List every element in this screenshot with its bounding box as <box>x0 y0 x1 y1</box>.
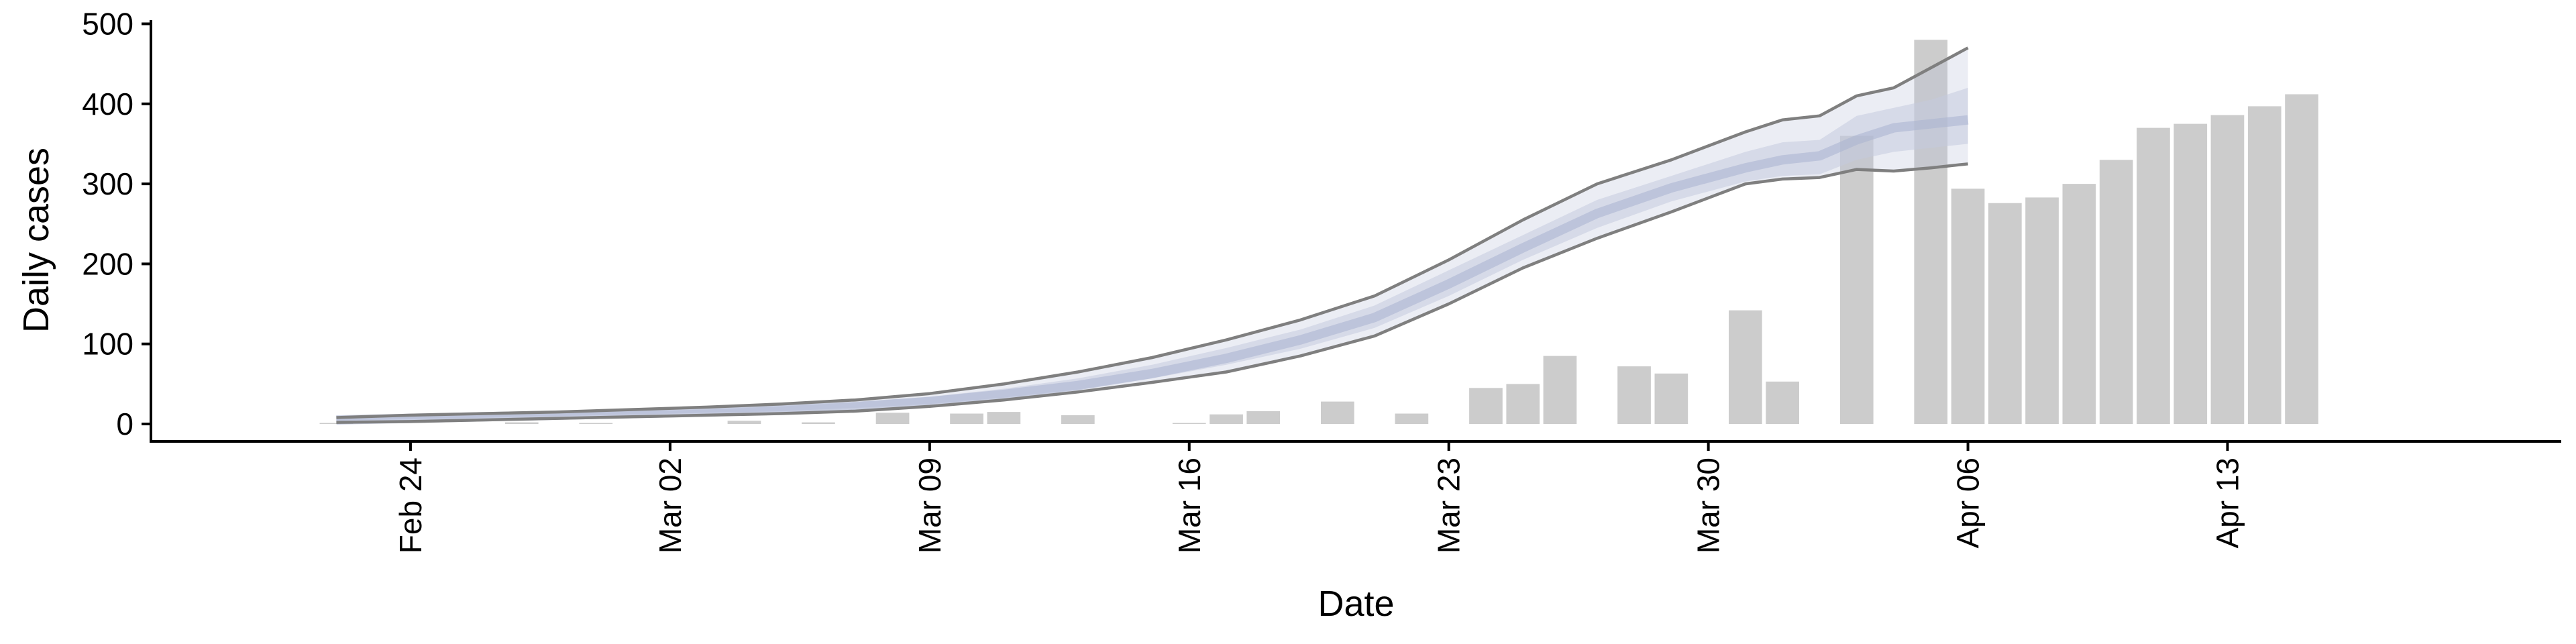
bar <box>2137 127 2170 424</box>
y-tick-label: 100 <box>82 327 133 362</box>
bar <box>504 422 539 424</box>
bar <box>2174 123 2208 424</box>
bar <box>1839 136 1874 424</box>
y-tick-label: 300 <box>82 166 133 201</box>
x-tick-label: Mar 30 <box>1691 458 1726 553</box>
bar <box>1246 411 1281 424</box>
y-tick-label: 0 <box>116 407 133 441</box>
x-axis-title: Date <box>1318 584 1394 624</box>
y-tick-label: 500 <box>82 7 133 42</box>
x-tick-label: Mar 02 <box>653 458 688 553</box>
bar <box>727 421 761 424</box>
bar <box>1469 388 1503 424</box>
estimate-lower-line <box>336 162 1968 424</box>
bar <box>1543 356 1577 424</box>
bar <box>2062 184 2096 424</box>
bar <box>1321 401 1354 424</box>
bar <box>950 413 983 424</box>
bar <box>1766 381 1799 424</box>
bar <box>1506 384 1540 425</box>
bar <box>1951 189 1985 424</box>
x-tick-label: Apr 13 <box>2210 458 2245 549</box>
bar <box>579 423 613 424</box>
bar <box>875 413 910 424</box>
bar <box>987 412 1021 424</box>
bar <box>1988 203 2022 424</box>
bar <box>2099 160 2133 425</box>
bar <box>1654 373 1688 424</box>
y-tick-label: 400 <box>82 87 133 121</box>
y-axis-title: Daily cases <box>16 148 56 333</box>
bar <box>2247 106 2282 424</box>
bar <box>1172 423 1206 424</box>
y-tick-label: 200 <box>82 246 133 281</box>
estimate-band-layer <box>336 46 1969 425</box>
x-tick-label: Feb 24 <box>393 458 428 553</box>
bar <box>2210 115 2245 424</box>
x-tick-label: Apr 06 <box>1951 458 1986 549</box>
estimate-median-line <box>336 115 1969 425</box>
bar <box>2025 197 2059 424</box>
axes-layer: 0 100 200 300 400 500 Feb 24 Mar 02 Mar 09 Mar 16… <box>82 7 2561 553</box>
x-tick-label: Mar 16 <box>1172 458 1207 553</box>
estimate-upper-line <box>336 46 1969 419</box>
bar <box>319 423 354 424</box>
bar <box>1395 413 1429 424</box>
x-tick-label: Mar 09 <box>912 458 947 553</box>
bars-layer <box>319 40 2318 425</box>
bar <box>1061 415 1095 424</box>
bar <box>2285 94 2318 424</box>
x-tick-label: Mar 23 <box>1432 458 1466 553</box>
bar <box>1729 310 1762 424</box>
bar <box>1210 414 1243 424</box>
bar <box>1617 366 1651 424</box>
bar <box>802 422 835 424</box>
